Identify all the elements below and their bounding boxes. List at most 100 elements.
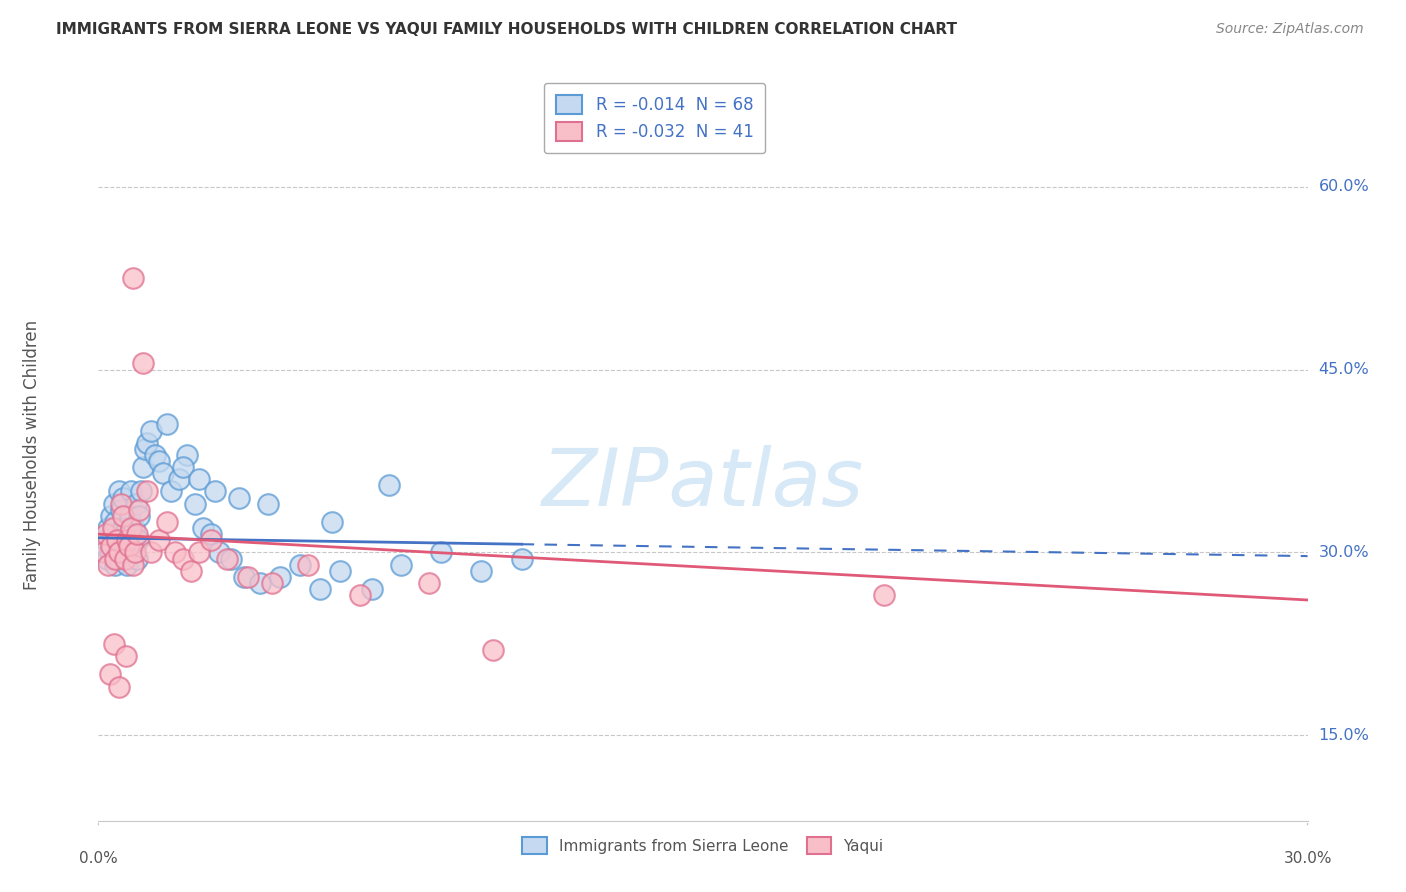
Point [160,484,183,499]
Point [470,564,492,578]
Point [152,466,174,480]
Point [112,491,135,505]
Point [127,533,149,548]
Point [176,448,198,462]
Point [101,521,124,535]
Point [100,508,122,523]
Point [184,497,207,511]
Point [361,582,384,596]
Point [430,545,453,559]
Point [148,454,170,468]
Point [188,472,211,486]
Legend: Immigrants from Sierra Leone, Yaqui: Immigrants from Sierra Leone, Yaqui [516,830,890,861]
Point [100,539,122,553]
Point [321,515,343,529]
Point [97,558,120,572]
Point [134,442,156,456]
Point [121,558,143,572]
Point [94,533,117,548]
Point [117,521,139,535]
Point [163,545,186,559]
Point [188,545,211,559]
Point [156,417,179,432]
Point [269,570,291,584]
Point [93,545,115,559]
Point [104,515,127,529]
Text: 30.0%: 30.0% [1284,851,1331,866]
Point [143,448,166,462]
Text: Family Households with Children: Family Households with Children [22,320,41,590]
Text: IMMIGRANTS FROM SIERRA LEONE VS YAQUI FAMILY HOUSEHOLDS WITH CHILDREN CORRELATIO: IMMIGRANTS FROM SIERRA LEONE VS YAQUI FA… [56,22,957,37]
Point [418,576,440,591]
Point [172,460,194,475]
Point [103,637,125,651]
Point [118,539,141,553]
Point [349,588,371,602]
Point [200,533,222,548]
Point [110,497,132,511]
Point [114,649,136,664]
Point [115,558,138,572]
Point [125,527,148,541]
Point [217,551,239,566]
Point [236,570,259,584]
Point [128,508,150,523]
Point [121,484,143,499]
Point [114,551,136,566]
Point [482,643,505,657]
Point [200,527,222,541]
Point [121,533,143,548]
Point [208,545,231,559]
Point [114,545,136,559]
Text: 30.0%: 30.0% [1319,545,1369,560]
Point [98,667,121,681]
Point [105,545,128,559]
Point [124,545,146,559]
Point [111,545,134,559]
Point [103,551,125,566]
Point [118,508,141,523]
Point [107,533,129,548]
Point [132,460,155,475]
Point [510,551,533,566]
Point [96,527,118,541]
Text: 15.0%: 15.0% [1319,728,1369,743]
Point [172,551,194,566]
Point [103,497,125,511]
Point [260,576,283,591]
Point [110,503,132,517]
Text: 45.0%: 45.0% [1319,362,1369,377]
Point [107,545,129,559]
Point [256,497,278,511]
Text: 60.0%: 60.0% [1319,179,1369,194]
Point [288,558,311,572]
Point [105,533,128,548]
Point [389,558,412,572]
Point [377,478,399,492]
Point [204,484,226,499]
Point [103,558,125,572]
Point [228,491,250,505]
Point [309,582,332,596]
Point [156,515,179,529]
Point [97,521,120,535]
Point [167,472,190,486]
Point [120,521,142,535]
Point [124,545,146,559]
Point [121,271,143,285]
Point [108,680,131,694]
Point [114,533,136,548]
Point [249,576,271,591]
Point [98,545,121,559]
Point [221,551,243,566]
Point [329,564,352,578]
Point [193,521,215,535]
Point [128,503,150,517]
Point [139,424,162,438]
Point [120,539,142,553]
Point [122,521,145,535]
Point [148,533,170,548]
Text: Source: ZipAtlas.com: Source: ZipAtlas.com [1216,22,1364,37]
Point [135,435,157,450]
Point [232,570,254,584]
